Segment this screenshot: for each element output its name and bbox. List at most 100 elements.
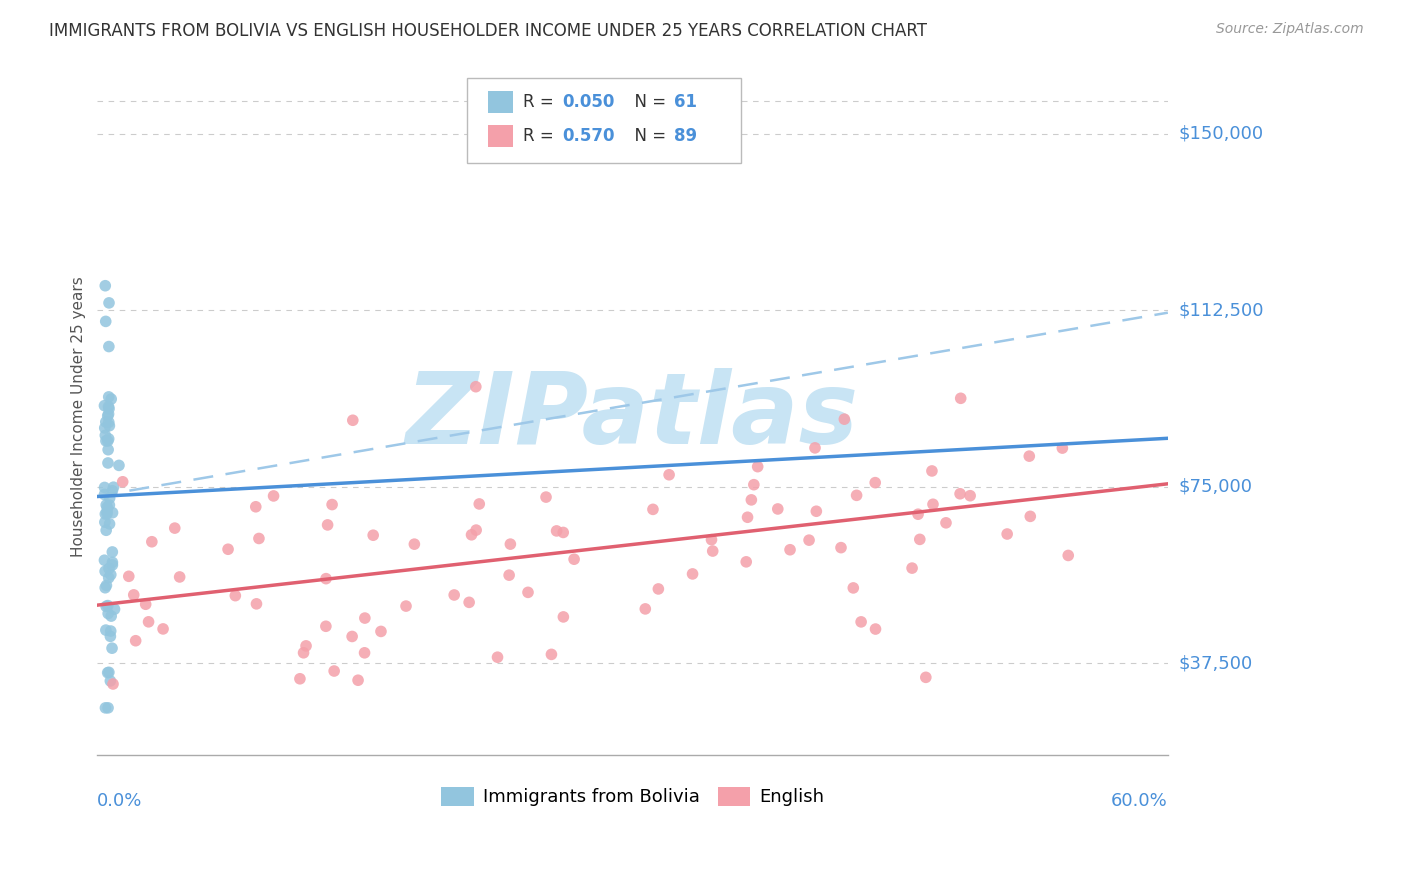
Text: $75,000: $75,000 <box>1180 478 1253 496</box>
Point <box>101 545 124 559</box>
Point <box>94 599 117 614</box>
Point <box>94 314 117 328</box>
Point <box>1052 441 1074 455</box>
Point <box>797 533 820 548</box>
Point <box>740 492 762 507</box>
Point <box>288 672 311 686</box>
Point <box>97 415 120 429</box>
Point <box>700 533 723 547</box>
Point <box>94 623 117 637</box>
Point <box>100 624 122 638</box>
Point <box>949 487 972 501</box>
Point <box>353 646 375 660</box>
Point <box>295 639 318 653</box>
Point <box>804 441 827 455</box>
Point <box>354 611 377 625</box>
Point <box>103 480 125 494</box>
Text: ZIPatlas: ZIPatlas <box>406 368 859 465</box>
Point <box>865 622 887 636</box>
Point <box>949 392 972 406</box>
Text: IMMIGRANTS FROM BOLIVIA VS ENGLISH HOUSEHOLDER INCOME UNDER 25 YEARS CORRELATION: IMMIGRANTS FROM BOLIVIA VS ENGLISH HOUSE… <box>49 22 927 40</box>
Point <box>100 629 122 643</box>
Point <box>1057 549 1080 563</box>
Point <box>845 488 868 502</box>
Point <box>96 504 118 518</box>
Point <box>747 459 769 474</box>
Point <box>682 566 704 581</box>
Point <box>100 609 122 624</box>
Point <box>97 701 120 715</box>
Point <box>97 665 120 680</box>
Point <box>138 615 160 629</box>
Point <box>914 670 936 684</box>
Point <box>97 665 120 680</box>
Point <box>443 588 465 602</box>
Point <box>1018 449 1040 463</box>
Point <box>908 533 931 547</box>
Point <box>321 498 343 512</box>
Point <box>101 506 124 520</box>
Point <box>94 701 117 715</box>
Point <box>97 409 120 423</box>
Point <box>534 490 557 504</box>
Point <box>995 527 1018 541</box>
Point <box>96 500 118 515</box>
Point <box>94 428 117 442</box>
Point <box>458 595 481 609</box>
Point <box>361 528 384 542</box>
Point <box>94 515 117 529</box>
Point <box>97 340 120 354</box>
Text: $37,500: $37,500 <box>1180 654 1253 673</box>
Point <box>766 502 789 516</box>
Point <box>224 589 246 603</box>
Point <box>163 521 186 535</box>
Point <box>553 525 575 540</box>
Point <box>806 504 828 518</box>
Point <box>94 581 117 595</box>
Point <box>553 610 575 624</box>
Point <box>395 599 418 613</box>
Point <box>141 534 163 549</box>
Point <box>498 568 520 582</box>
Point <box>93 399 115 413</box>
Point <box>323 664 346 678</box>
Text: 0.570: 0.570 <box>562 127 614 145</box>
Point <box>834 412 856 426</box>
Text: 0.050: 0.050 <box>562 93 614 111</box>
Point <box>97 407 120 421</box>
Point <box>97 607 120 621</box>
Point <box>135 597 157 611</box>
Point <box>340 630 363 644</box>
Point <box>98 491 121 505</box>
Point <box>94 421 117 435</box>
Point <box>742 477 765 491</box>
Point <box>97 442 120 457</box>
Point <box>316 517 339 532</box>
Point <box>460 528 482 542</box>
Point <box>94 507 117 521</box>
Point <box>245 597 267 611</box>
Point <box>97 434 120 448</box>
Point <box>101 677 124 691</box>
Point <box>98 418 121 433</box>
Point <box>907 507 929 521</box>
Point <box>124 633 146 648</box>
Text: $150,000: $150,000 <box>1180 125 1264 143</box>
Point <box>735 555 758 569</box>
Point <box>315 572 337 586</box>
Point <box>658 467 681 482</box>
Point <box>247 532 270 546</box>
Point <box>98 401 121 416</box>
Text: N =: N = <box>624 127 672 145</box>
Point <box>98 673 121 688</box>
Point <box>830 541 852 555</box>
Point <box>342 413 364 427</box>
Point <box>486 650 509 665</box>
Point <box>98 516 121 531</box>
Point <box>217 542 239 557</box>
Point <box>97 599 120 613</box>
Text: 61: 61 <box>673 93 696 111</box>
Point <box>263 489 285 503</box>
Point <box>849 615 872 629</box>
Point <box>540 648 562 662</box>
